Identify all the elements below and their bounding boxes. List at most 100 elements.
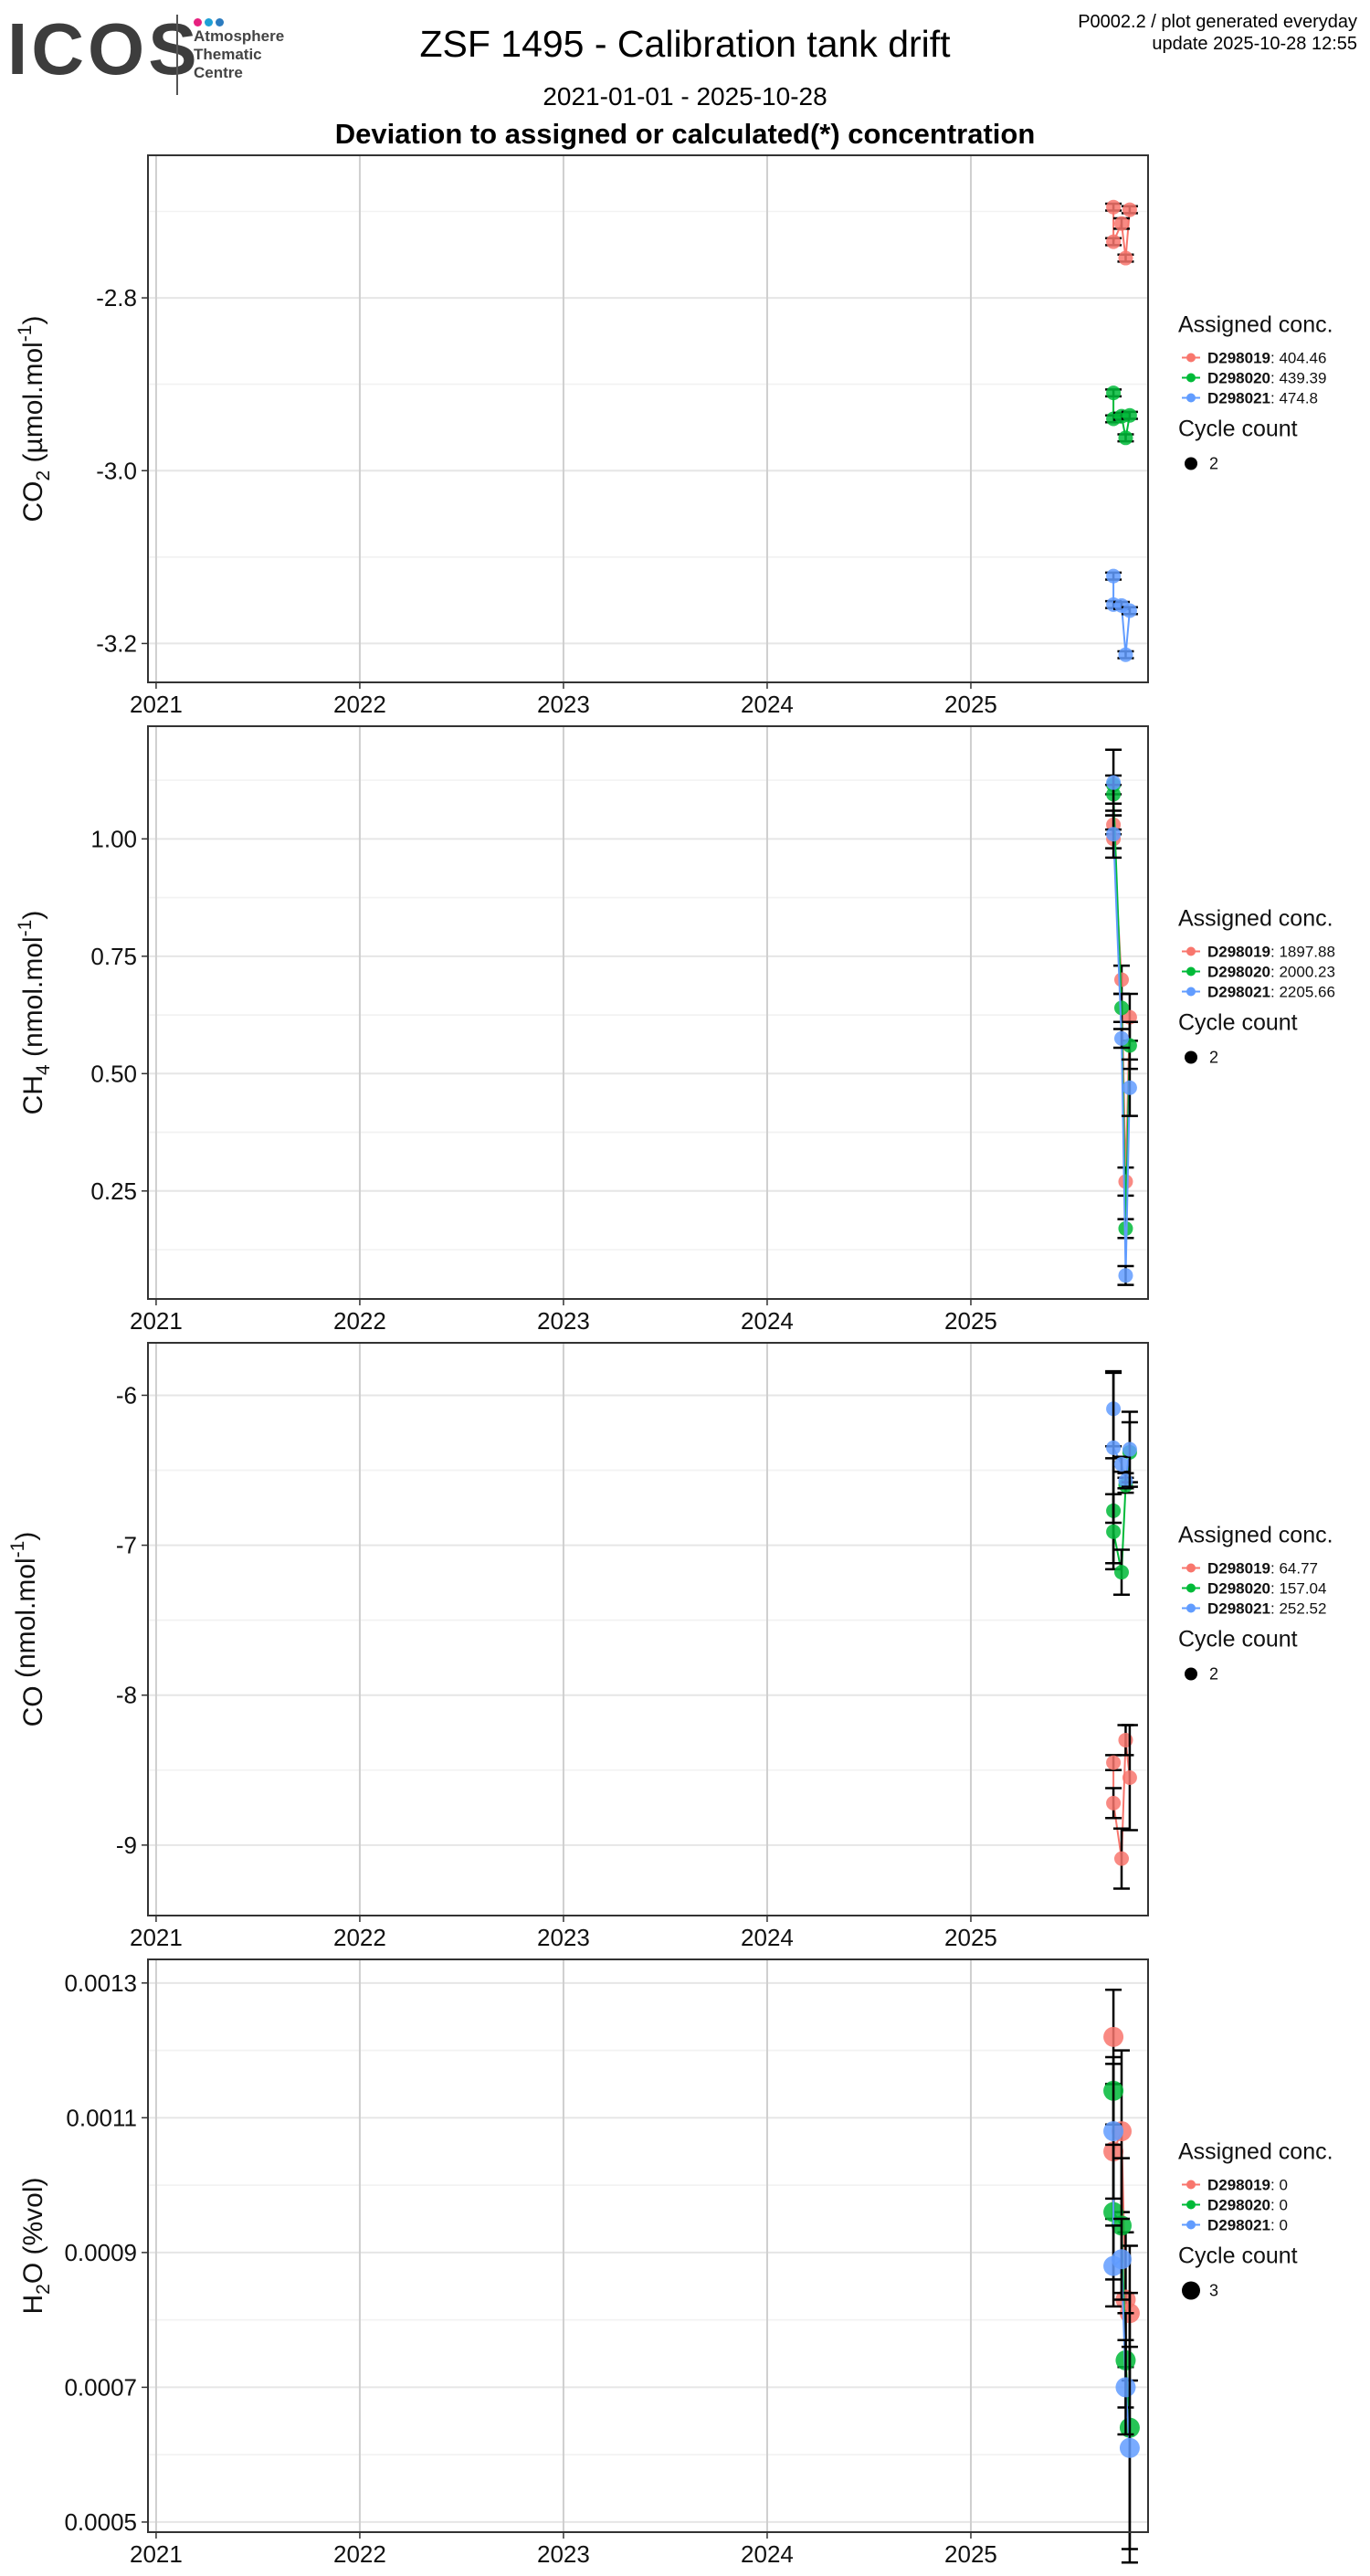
legend-title: Assigned conc. <box>1178 1523 1333 1548</box>
y-tick-label: 1.00 <box>90 825 137 852</box>
data-point-D298021 <box>1118 1268 1133 1283</box>
legend-cycle-title: Cycle count <box>1178 1010 1298 1036</box>
legend-tank-value: : 2000.23 <box>1270 964 1335 981</box>
logo-sub-line: Centre <box>194 64 243 81</box>
legend-cycle-value: 2 <box>1209 455 1218 473</box>
y-axis-label: CO2 (µmol.mol-1) <box>15 316 54 523</box>
x-tick-label: 2022 <box>333 1924 386 1951</box>
x-tick-label: 2023 <box>537 2540 590 2568</box>
y-tick-label: -8 <box>116 1682 137 1709</box>
legend-tank-name: D298021 <box>1207 1600 1270 1618</box>
data-point-D298019 <box>1122 202 1137 217</box>
plot-border <box>147 154 1149 683</box>
data-point-D298019 <box>1106 199 1122 215</box>
data-point-D298021 <box>1106 1440 1122 1455</box>
y-axis-label-part: ) <box>11 1532 41 1541</box>
legend-tank-value: : 439.39 <box>1270 370 1326 387</box>
logo-dot <box>194 18 202 26</box>
legend-entry-D298020: D298020: 0 <box>1207 2197 1288 2214</box>
logo-sub-line: Thematic <box>194 46 262 63</box>
y-tick-label: 0.0005 <box>64 2508 137 2536</box>
logo-dot <box>216 18 224 26</box>
legend-tank-name: D298019 <box>1207 944 1270 961</box>
data-point-D298021 <box>1112 2249 1133 2270</box>
data-point-D298021 <box>1119 2437 1140 2458</box>
legend-tank-name: D298019 <box>1207 2177 1270 2194</box>
y-axis-label: H2O (%vol) <box>18 2177 54 2314</box>
data-point-D298020 <box>1118 430 1133 446</box>
x-tick-label: 2021 <box>130 2540 183 2568</box>
data-point-D298019 <box>1114 216 1130 231</box>
plot-border <box>147 725 1149 1300</box>
chart-panel-ch4: 1.00 0.75 0.50 0.25 2021 2022 2023 2024 2025 CH4 … <box>15 725 1335 1335</box>
legend-tank-name: D298019 <box>1207 350 1270 367</box>
legend-tank-value: : 64.77 <box>1270 1560 1318 1578</box>
icos-logo: ICOS <box>7 8 201 90</box>
data-point-D298020 <box>1114 1000 1130 1016</box>
plot-border <box>147 1342 1149 1916</box>
legend-tank-name: D298020 <box>1207 370 1270 387</box>
meta-line: P0002.2 / plot generated everyday <box>1078 12 1357 32</box>
logo-subtitle: Atmosphere Thematic Centre <box>194 27 284 82</box>
legend-key-dot <box>1186 1563 1196 1573</box>
y-axis-label: CO (nmol.mol-1) <box>7 1532 48 1727</box>
y-axis-label-part: ) <box>18 316 48 325</box>
x-tick-label: 2023 <box>537 1924 590 1951</box>
legend-tank-value: : 0 <box>1270 2197 1288 2214</box>
chart-panel-co: -6 -7 -8 -9 2021 2022 2023 2024 2025 CO (nmol.mol… <box>7 1342 1333 1951</box>
data-point-D298019 <box>1114 1851 1130 1866</box>
data-point-D298021 <box>1115 2377 1136 2398</box>
legend-tank-value: : 0 <box>1270 2217 1288 2234</box>
page-title: ZSF 1495 - Calibration tank drift <box>419 23 951 65</box>
legend-cycle-value: 2 <box>1209 1665 1218 1684</box>
y-tick-label: 0.0011 <box>66 2104 137 2131</box>
plot-background <box>148 726 1148 1299</box>
legend-key-dot <box>1186 2220 1196 2230</box>
x-tick-label: 2024 <box>741 691 794 718</box>
legend-tank-name: D298021 <box>1207 390 1270 407</box>
legend-tank-name: D298020 <box>1207 1580 1270 1598</box>
y-axis-label-part: 2 <box>33 470 54 481</box>
data-point-D298020 <box>1122 407 1137 423</box>
y-axis-label-part: ) <box>18 911 48 920</box>
meta-line: update 2025-10-28 12:55 <box>1152 34 1357 54</box>
x-tick-label: 2024 <box>741 1924 794 1951</box>
legend-tank-value: : 252.52 <box>1270 1600 1326 1618</box>
legend-tank-name: D298020 <box>1207 964 1270 981</box>
chart-panel-h2o: 0.0013 0.0011 0.0009 0.0007 0.0005 2021 2022 20… <box>18 1958 1333 2568</box>
x-tick-label: 2021 <box>130 1307 183 1335</box>
legend-cycle-dot <box>1185 1050 1197 1064</box>
legend-entry-D298021: D298021: 2205.66 <box>1207 984 1335 1001</box>
logo-dots <box>194 15 227 31</box>
y-axis-label-part: O (%vol) <box>18 2177 48 2284</box>
y-tick-label: 0.50 <box>90 1060 137 1087</box>
y-axis-label-part: (nmol.mol <box>18 936 48 1064</box>
legend-key-dot <box>1186 2200 1196 2210</box>
y-tick-label: 0.25 <box>90 1177 137 1205</box>
data-point-D298020 <box>1114 1565 1130 1580</box>
y-axis-label-part: -1 <box>15 920 36 937</box>
x-tick-label: 2021 <box>130 1924 183 1951</box>
legend-cycle-value: 2 <box>1209 1049 1218 1067</box>
x-tick-label: 2023 <box>537 691 590 718</box>
legend-tank-name: D298021 <box>1207 984 1270 1001</box>
legend-cycle-title: Cycle count <box>1178 2243 1298 2269</box>
y-tick-label: -3.0 <box>96 457 137 484</box>
y-tick-label: -3.2 <box>96 629 137 657</box>
legend-tank-name: D298021 <box>1207 2217 1270 2234</box>
data-point-D298019 <box>1106 1755 1122 1770</box>
section-title: Deviation to assigned or calculated(*) c… <box>334 118 1036 150</box>
legend-tank-value: : 2205.66 <box>1270 984 1335 1001</box>
logo-dot <box>205 18 213 26</box>
data-point-D298021 <box>1114 1456 1130 1472</box>
x-tick-label: 2022 <box>333 691 386 718</box>
plot-background <box>148 155 1148 682</box>
plot-background <box>148 1959 1148 2532</box>
data-point-D298020 <box>1106 385 1122 401</box>
y-axis-label-part: -1 <box>7 1541 28 1558</box>
x-tick-label: 2025 <box>944 1924 997 1951</box>
